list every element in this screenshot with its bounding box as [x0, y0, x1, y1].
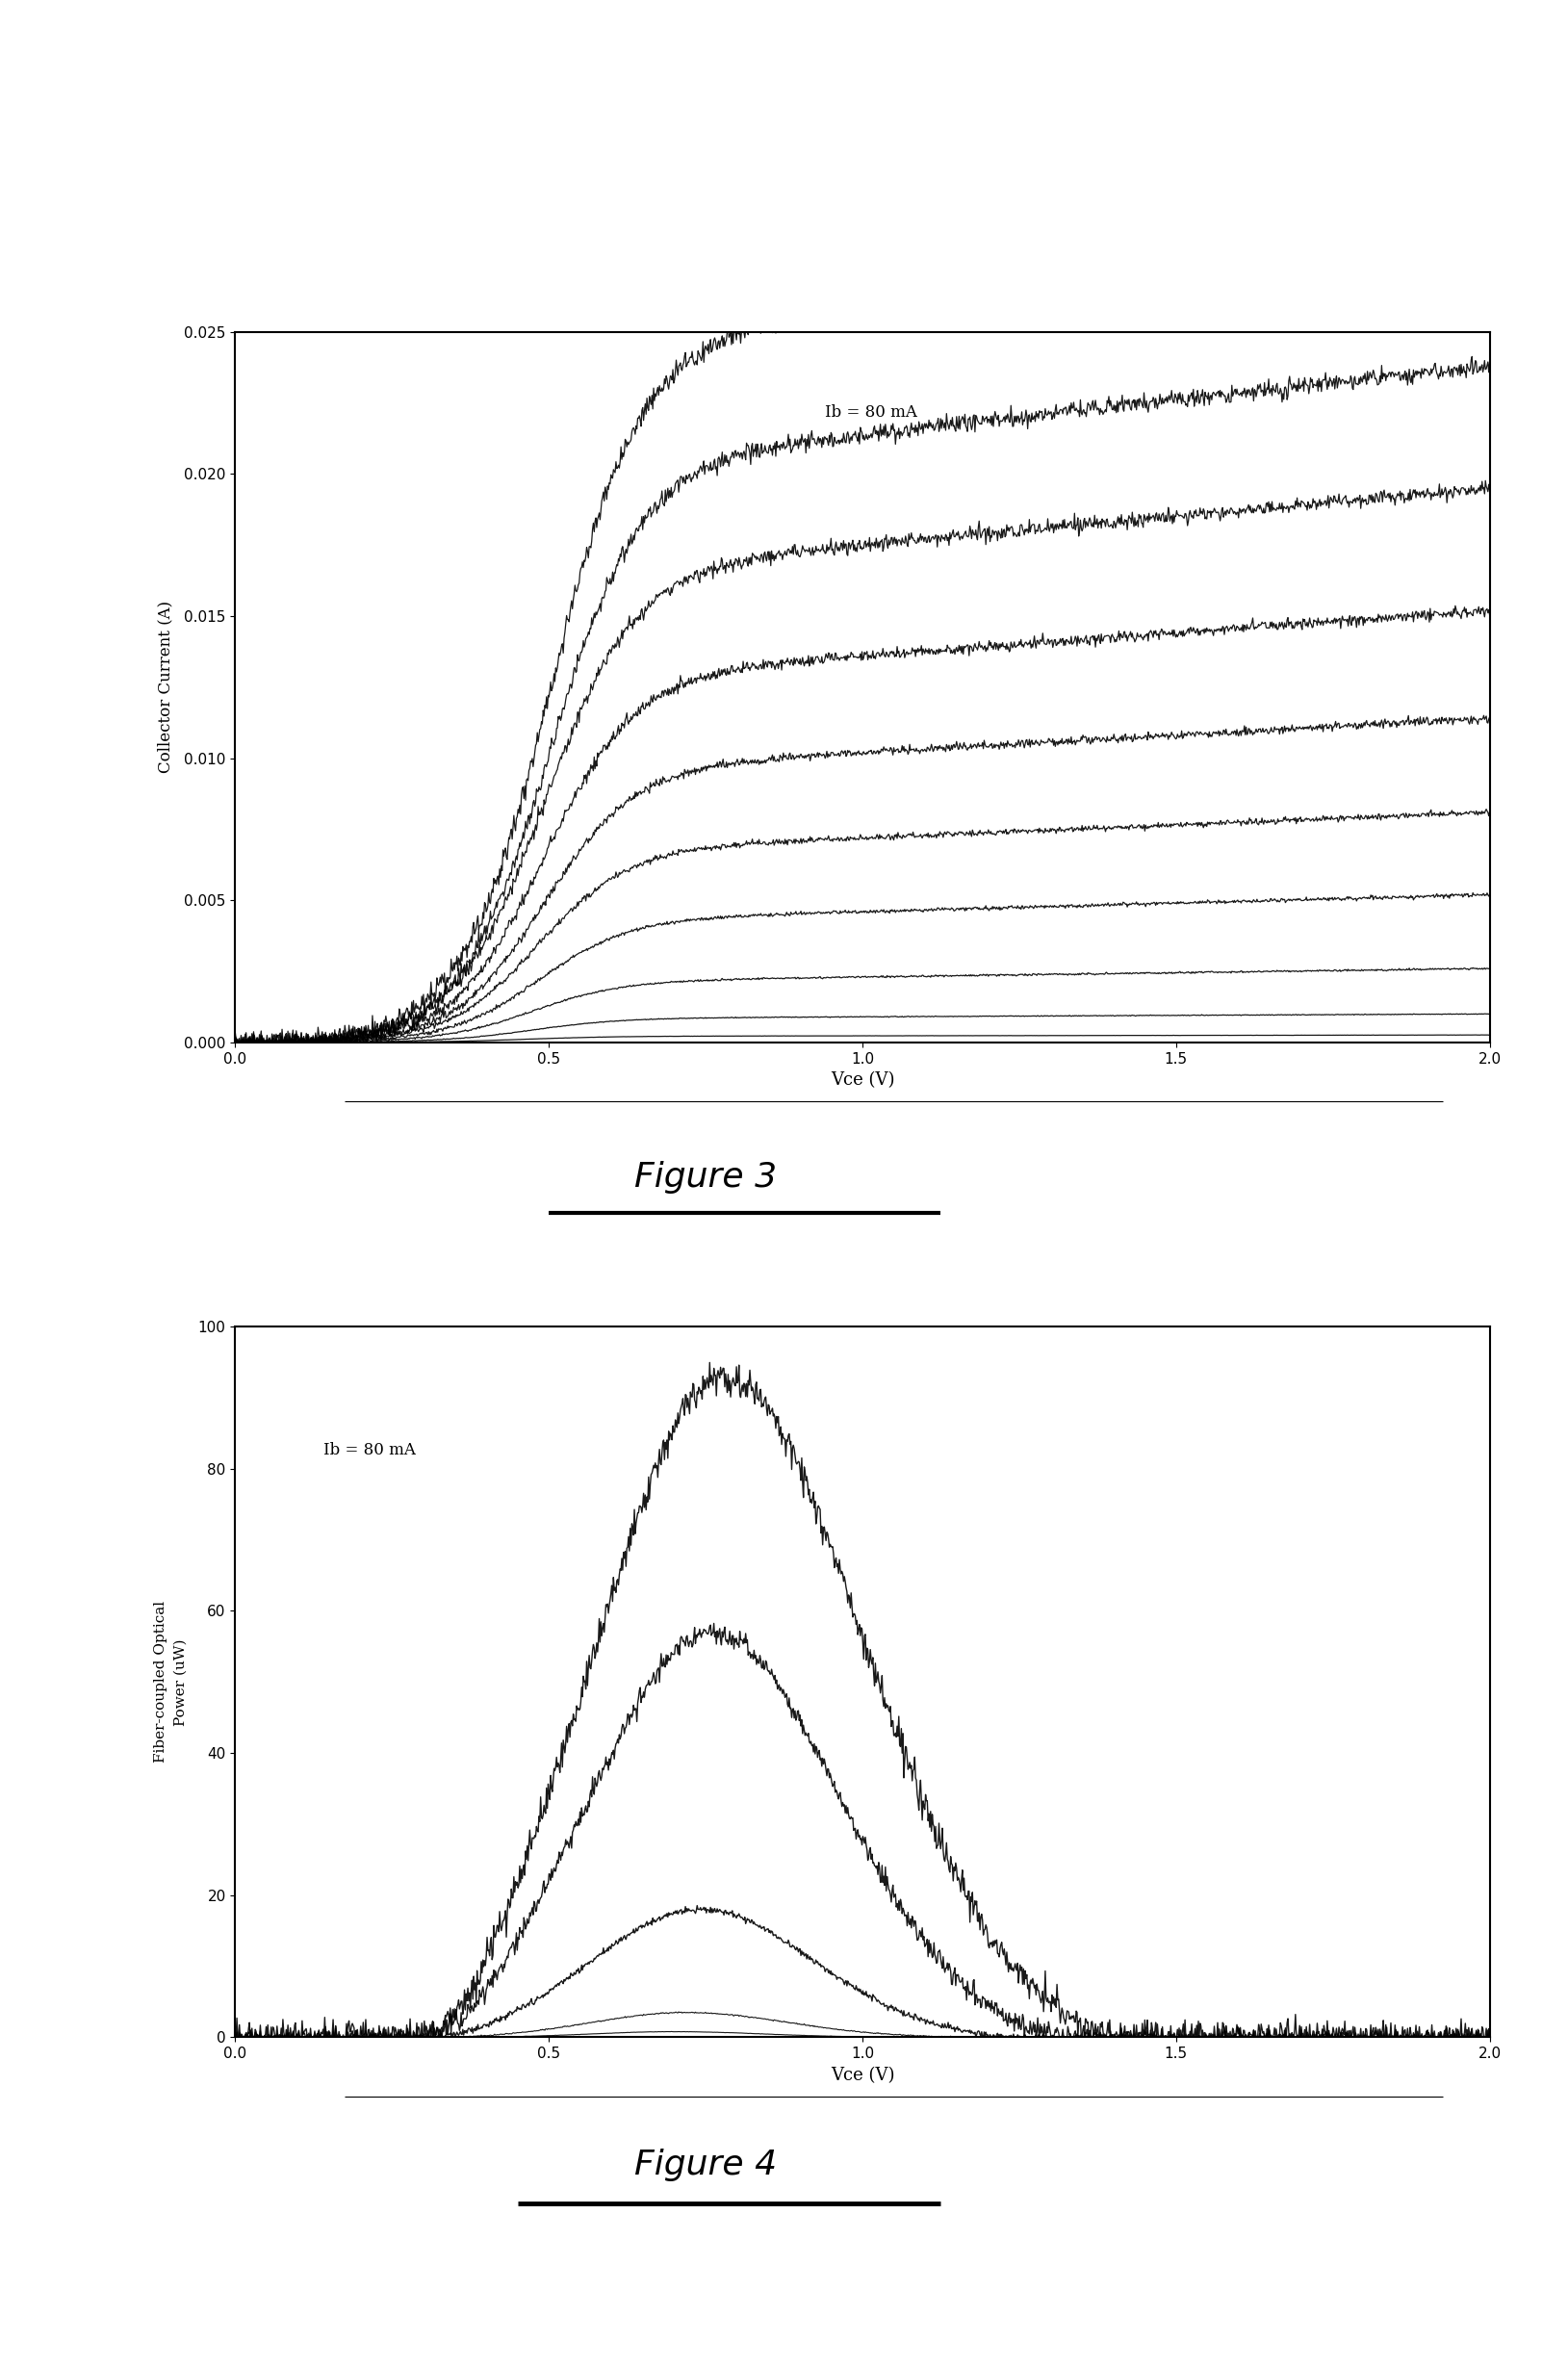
Text: Figure 4: Figure 4	[635, 2149, 776, 2182]
Text: Ib = 80 mA: Ib = 80 mA	[323, 1443, 416, 1459]
Y-axis label: Collector Current (A): Collector Current (A)	[157, 602, 174, 772]
X-axis label: Vce (V): Vce (V)	[831, 1071, 894, 1090]
Text: Ib = 80 mA: Ib = 80 mA	[825, 405, 917, 422]
Text: Figure 3: Figure 3	[635, 1161, 776, 1194]
Y-axis label: Fiber-coupled Optical
Power (uW): Fiber-coupled Optical Power (uW)	[154, 1601, 187, 1763]
X-axis label: Vce (V): Vce (V)	[831, 2066, 894, 2085]
